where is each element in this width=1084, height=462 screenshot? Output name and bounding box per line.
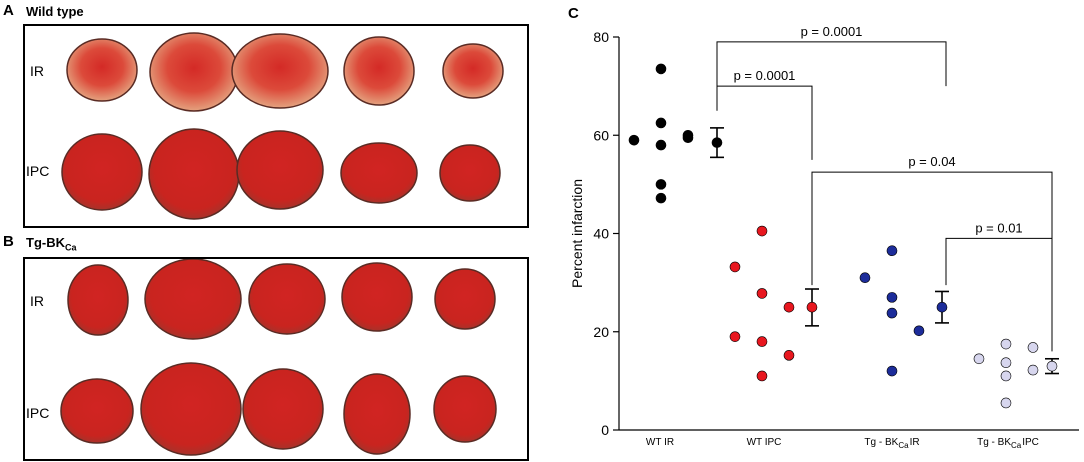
- heart-slice: [343, 373, 411, 455]
- data-point: [859, 272, 871, 284]
- heart-slice: [60, 378, 134, 444]
- data-point: [756, 225, 768, 237]
- data-point: [1000, 397, 1012, 409]
- significance-bracket: [945, 237, 1053, 352]
- panel-c-letter: C: [568, 5, 579, 22]
- heart-slice: [67, 264, 129, 336]
- data-point: [886, 245, 898, 256]
- x-tick-label: Tg - BKCaIPC: [977, 437, 1039, 450]
- heart-slice: [144, 259, 242, 340]
- panel-a-row-label-ipc: IPC: [26, 163, 50, 179]
- x-tick-label: WT IPC: [747, 437, 782, 448]
- heart-slice: [231, 33, 329, 109]
- panel-b-title-sub: Ca: [65, 242, 77, 253]
- data-point: [1000, 338, 1012, 350]
- heart-slice: [341, 262, 413, 332]
- data-point: [628, 134, 640, 146]
- y-tick-label: 60: [593, 127, 609, 143]
- mean-point: [806, 301, 818, 313]
- heart-slice: [433, 375, 497, 443]
- p-value-label: p = 0.0001: [801, 24, 863, 39]
- tg-bkca-heart-slices: [60, 259, 497, 456]
- data-point: [682, 132, 694, 144]
- p-value-label: p = 0.01: [975, 220, 1022, 235]
- data-point: [655, 117, 667, 129]
- mean-point: [711, 137, 723, 148]
- data-point: [886, 365, 898, 377]
- y-tick-label: 20: [593, 324, 609, 340]
- data-point: [886, 292, 898, 303]
- mean-point: [1046, 360, 1058, 372]
- data-point: [1000, 370, 1012, 382]
- significance-bracket: [811, 171, 1053, 286]
- heart-slice: [148, 128, 240, 220]
- panel-a-title: Wild type: [26, 4, 84, 19]
- data-point: [756, 288, 768, 299]
- panel-a-row-label-ir: IR: [30, 63, 44, 79]
- panel-b-title: Tg-BKCa: [26, 235, 77, 253]
- p-value-label: p = 0.04: [908, 154, 955, 169]
- wild-type-heart-slices: [61, 32, 504, 220]
- heart-slice: [242, 368, 324, 450]
- x-tick-label: Tg - BKCaIR: [864, 437, 919, 450]
- data-point: [655, 139, 667, 151]
- infarction-chart: 0 20 40 60 80 Percent infarction WT IR WT IPC Tg…: [569, 24, 1079, 450]
- mean-point: [936, 301, 948, 313]
- data-point: [783, 301, 795, 313]
- heart-slice: [248, 263, 326, 335]
- data-point: [729, 261, 741, 273]
- y-tick-label: 0: [601, 422, 609, 438]
- tg-bkca-photo-box: [23, 257, 529, 461]
- data-point: [886, 307, 898, 319]
- heart-slice: [149, 32, 239, 112]
- data-point: [1027, 342, 1039, 353]
- y-axis-label: Percent infarction: [569, 179, 585, 288]
- y-tick-label: 40: [593, 226, 609, 242]
- heart-slice: [434, 268, 496, 330]
- data-point: [655, 179, 667, 190]
- panel-a-letter: A: [3, 2, 14, 19]
- data-point: [783, 350, 795, 361]
- data-point: [973, 353, 985, 365]
- heart-slice: [343, 36, 415, 106]
- significance-bracket: [716, 85, 813, 160]
- panel-b-title-main: Tg-BK: [26, 235, 65, 250]
- wild-type-photo-box: [23, 24, 529, 228]
- panel-b-letter: B: [3, 233, 14, 250]
- data-point: [1000, 357, 1012, 368]
- heart-slice: [442, 43, 504, 99]
- data-point: [655, 63, 667, 75]
- heart-slice: [439, 144, 501, 202]
- heart-slice: [340, 142, 418, 204]
- data-point: [1027, 364, 1039, 376]
- y-tick-label: 80: [593, 29, 609, 45]
- data-point: [655, 192, 667, 204]
- panel-b-row-label-ipc: IPC: [26, 405, 50, 421]
- data-point: [756, 336, 768, 347]
- heart-slice: [236, 130, 324, 210]
- panel-b-row-label-ir: IR: [30, 293, 44, 309]
- heart-slice: [61, 133, 143, 211]
- heart-slice: [66, 38, 138, 102]
- data-point: [729, 331, 741, 342]
- data-point: [913, 325, 925, 337]
- heart-slice: [140, 362, 242, 456]
- significance-bracket: [716, 41, 947, 87]
- p-value-label: p = 0.0001: [734, 68, 796, 83]
- data-point: [756, 370, 768, 382]
- x-tick-label: WT IR: [646, 437, 674, 448]
